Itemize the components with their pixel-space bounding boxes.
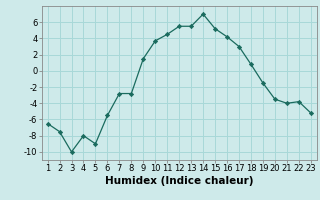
- X-axis label: Humidex (Indice chaleur): Humidex (Indice chaleur): [105, 176, 253, 186]
